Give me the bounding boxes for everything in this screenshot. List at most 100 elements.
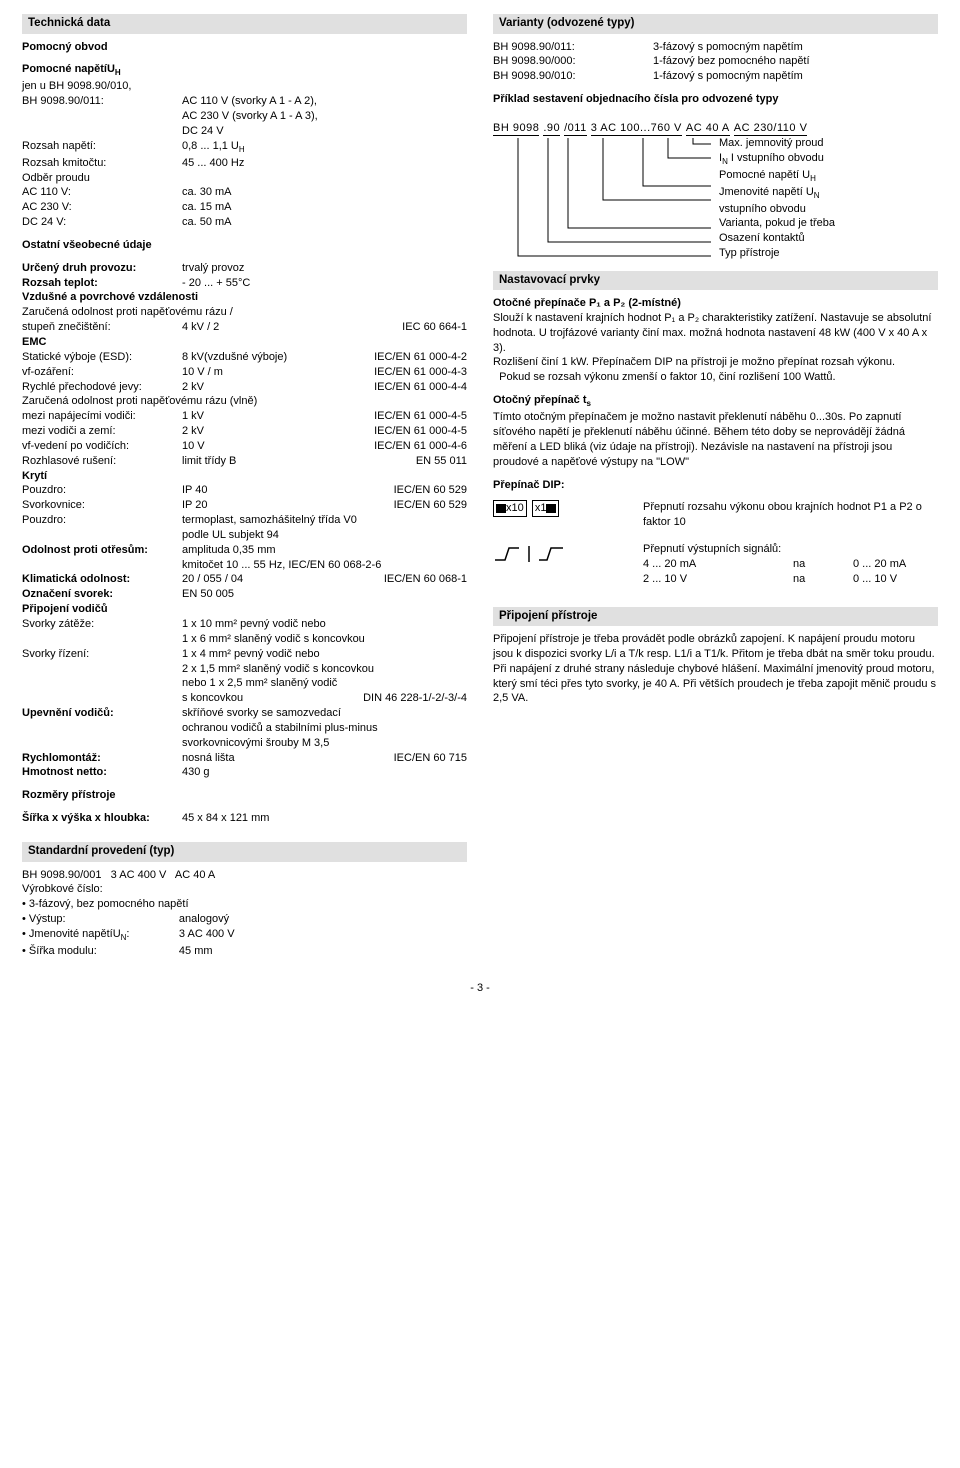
odol-v2: kmitočet 10 ... 55 Hz, IEC/EN 60 068-2-6 [182,558,467,573]
rozsah-napeti-l: Rozsah napětí: [22,139,182,156]
rizeni-v4: s koncovkou [182,691,363,706]
vf-v: 10 V / m [182,365,342,380]
rychlo-l: Rychlomontáž: [22,751,182,766]
zaruc2: Zaručená odolnost proti napěťovému rázu … [22,394,467,409]
bullet-4: Šířka modulu:45 mm [22,944,467,959]
rychle-l: Rychlé přechodové jevy: [22,380,182,395]
v2-l: BH 9098.90/000: [493,54,653,69]
esd-l: Statické výboje (ESD): [22,350,182,365]
dip-r1-c: 0 ... 20 mA [853,557,938,572]
odber-proudu: Odběr proudu [22,171,467,186]
hmot-l: Hmotnost netto: [22,765,182,780]
vfved-s: IEC/EN 61 000-4-6 [342,439,467,454]
priklad-h: Příklad sestavení objednacího čísla pro … [493,92,938,107]
vzdusne-h: Vzdušné a povrchové vzdálenosti [22,290,467,305]
brk-1: IN I vstupního obvodu [719,151,938,168]
upev-l: Upevnění vodičů: [22,706,182,751]
zemi-l: mezi vodiči a zemí: [22,424,182,439]
dip-r1-b: na [793,557,853,572]
rizeni-s: DIN 46 228-1/-2/-3/-4 [363,691,467,706]
brk-2: Pomocné napětí UH [719,168,938,185]
upev-v2: ochranou vodičů a stabilními plus-minus [182,721,467,736]
bh-item-v1: AC 110 V (svorky A 1 - A 2), [182,94,467,109]
dc24-v: ca. 50 mA [182,215,467,230]
rizeni-v3: nebo 1 x 2,5 mm² slaněný vodič [182,676,467,691]
tech-data-header: Technická data [22,14,467,34]
dip-r2-a: 2 ... 10 V [643,572,793,587]
dip-wave-icon [493,542,613,564]
brk-0: Max. jemnovitý proud [719,136,938,151]
stupen-s: IEC 60 664-1 [342,320,467,335]
dip-r2-c: 0 ... 10 V [853,572,938,587]
teplot-l: Rozsah teplot: [22,276,182,291]
rizeni-v1: 1 x 4 mm² pevný vodič nebo [182,647,467,662]
zemi-v: 2 kV [182,424,342,439]
rozhl-v: limit třídy B [182,454,342,469]
otocne-p2: Rozlišení činí 1 kW. Přepínačem DIP na p… [493,355,938,370]
svork-l: Svorkovnice: [22,498,182,513]
order-line: BH 9098.90/0113 AC 100...760 VAC 40 AAC … [493,121,938,136]
otocne-h: Otočné přepínače P₁ a P₂ (2-místné) [493,296,938,311]
brk-6: Osazení kontaktů [719,231,938,246]
vfved-v: 10 V [182,439,342,454]
dip-x10-x1-icon: x10 x1 [493,500,613,517]
jen-u: jen u BH 9098.90/010, [22,79,467,94]
rychlo-v: nosná lišta [182,751,342,766]
zemi-s: IEC/EN 61 000-4-5 [342,424,467,439]
dip-h: Přepínač DIP: [493,478,938,493]
pouz2-l: Pouzdro: [22,513,182,543]
page-number: - 3 - [22,981,938,996]
vfved-l: vf-vedení po vodičích: [22,439,182,454]
bullet-3: Jmenovité napětíUN:3 AC 400 V [22,927,467,944]
rizeni-v2: 2 x 1,5 mm² slaněný vodič s koncovkou [182,662,467,677]
bracket-lines-icon [493,136,713,266]
esd-s: IEC/EN 61 000-4-2 [342,350,467,365]
pouz1-v: IP 40 [182,483,342,498]
pripoj-header: Připojení přístroje [493,607,938,627]
vyrob-cislo: Výrobkové číslo: [22,882,467,897]
zateze-v1: 1 x 10 mm² pevný vodič nebo [182,617,467,632]
klim-l: Klimatická odolnost: [22,572,182,587]
rychle-v: 2 kV [182,380,342,395]
ostatni-h: Ostatní všeobecné údaje [22,238,467,253]
upev-v3: svorkovnicovými šrouby M 3,5 [182,736,467,751]
klim-v: 20 / 055 / 04 [182,572,342,587]
standard-header: Standardní provedení (typ) [22,842,467,862]
pouz2-v2: podle UL subjekt 94 [182,528,467,543]
dip-desc2: Přepnutí výstupních signálů: [643,542,938,557]
nastav-header: Nastavovací prvky [493,271,938,291]
sirka-l: Šířka x výška x hloubka: [22,811,182,826]
ac230-l: AC 230 V: [22,200,182,215]
zaruc1: Zaručená odolnost proti napěťovému rázu … [22,305,467,320]
rozhl-s: EN 55 011 [342,454,467,469]
dc24-l: DC 24 V: [22,215,182,230]
ac110-l: AC 110 V: [22,185,182,200]
order-example: BH 9098.90/0113 AC 100...760 VAC 40 AAC … [493,121,938,271]
varianty-header: Varianty (odvozené typy) [493,14,938,34]
napaj-v: 1 kV [182,409,342,424]
pripoj-h: Připojení vodičů [22,602,467,617]
brk-3: Jmenovité napětí UN [719,185,938,202]
pouz1-l: Pouzdro: [22,483,182,498]
pomocne-napeti-h: Pomocné napětíUH [22,62,467,79]
v1-l: BH 9098.90/011: [493,40,653,55]
zateze-v2: 1 x 6 mm² slaněný vodič s koncovkou [182,632,467,647]
vf-l: vf-ozáření: [22,365,182,380]
otocny-ts-h: Otočný přepínač ts [493,393,938,410]
v3-l: BH 9098.90/010: [493,69,653,84]
upev-v1: skříňové svorky se samozvedací [182,706,467,721]
pomocny-obvod-h: Pomocný obvod [22,40,467,55]
bh-item-label: BH 9098.90/011: [22,94,182,139]
emc-h: EMC [22,335,467,350]
ac110-v: ca. 30 mA [182,185,467,200]
svork-s: IEC/EN 60 529 [342,498,467,513]
v1-v: 3-fázový s pomocným napětím [653,40,938,55]
svork-v: IP 20 [182,498,342,513]
teplot-v: - 20 ... + 55°C [182,276,467,291]
oznac-l: Označení svorek: [22,587,182,602]
otocne-p3: Pokud se rozsah výkonu zmenší o faktor 1… [493,370,938,385]
v3-v: 1-fázový s pomocným napětím [653,69,938,84]
rozsah-kmit-l: Rozsah kmitočtu: [22,156,182,171]
dip-r1-a: 4 ... 20 mA [643,557,793,572]
druh-l: Určený druh provozu: [22,261,182,276]
